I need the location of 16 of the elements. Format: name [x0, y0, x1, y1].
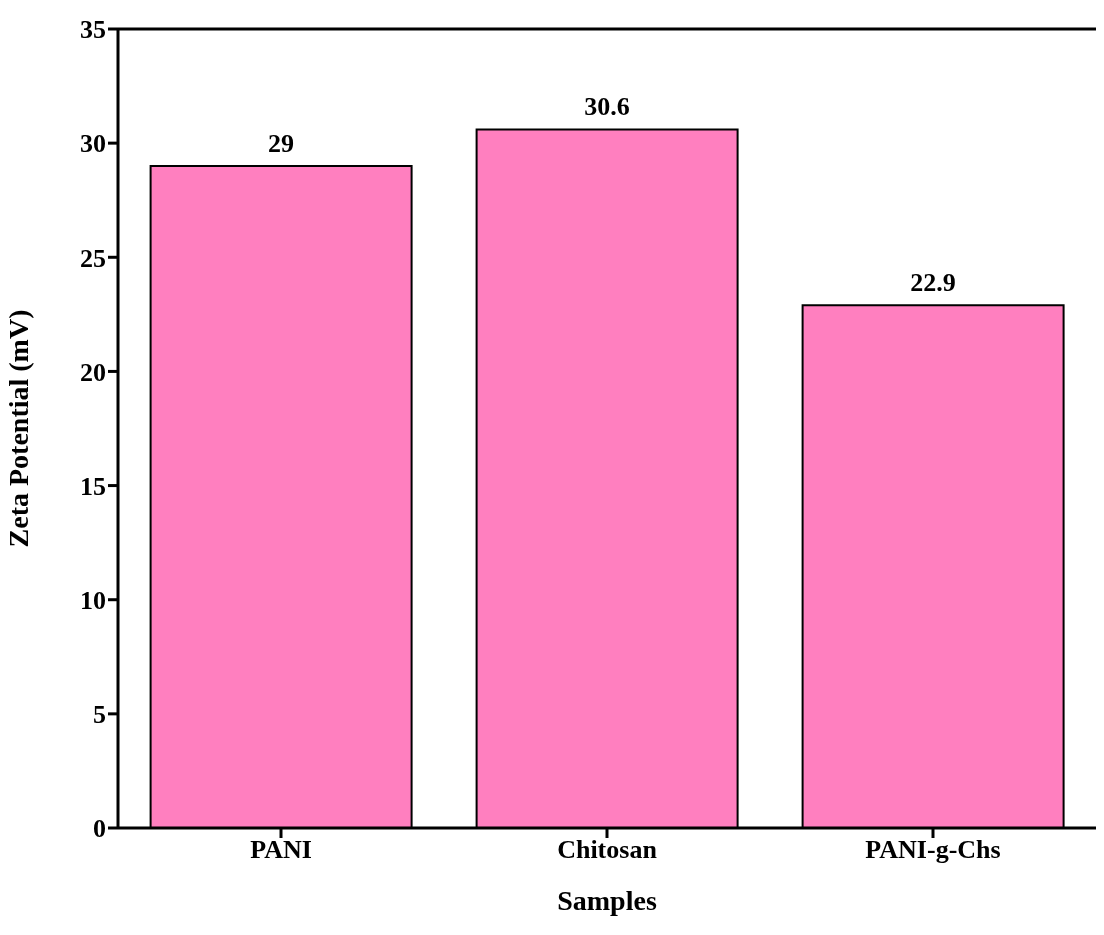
- y-axis-title: Zeta Potential (mV): [2, 309, 34, 548]
- y-tick-label: 5: [93, 700, 106, 730]
- y-tick-label: 35: [80, 15, 106, 45]
- y-tick-label: 20: [80, 357, 106, 387]
- y-tick-label: 0: [93, 814, 106, 844]
- data-label: 22.9: [910, 268, 956, 298]
- data-label: 30.6: [584, 92, 630, 122]
- data-label: 29: [268, 128, 295, 158]
- y-tick-label: 25: [80, 243, 106, 273]
- x-axis-title: Samples: [557, 885, 657, 916]
- x-tick-label: PANI-g-Chs: [865, 835, 1001, 865]
- x-tick-label: Chitosan: [557, 835, 658, 865]
- y-tick-label: 10: [80, 585, 106, 615]
- y-tick-label: 15: [80, 471, 106, 501]
- x-tick-label: PANI: [250, 835, 312, 865]
- y-tick-label: 30: [80, 129, 106, 159]
